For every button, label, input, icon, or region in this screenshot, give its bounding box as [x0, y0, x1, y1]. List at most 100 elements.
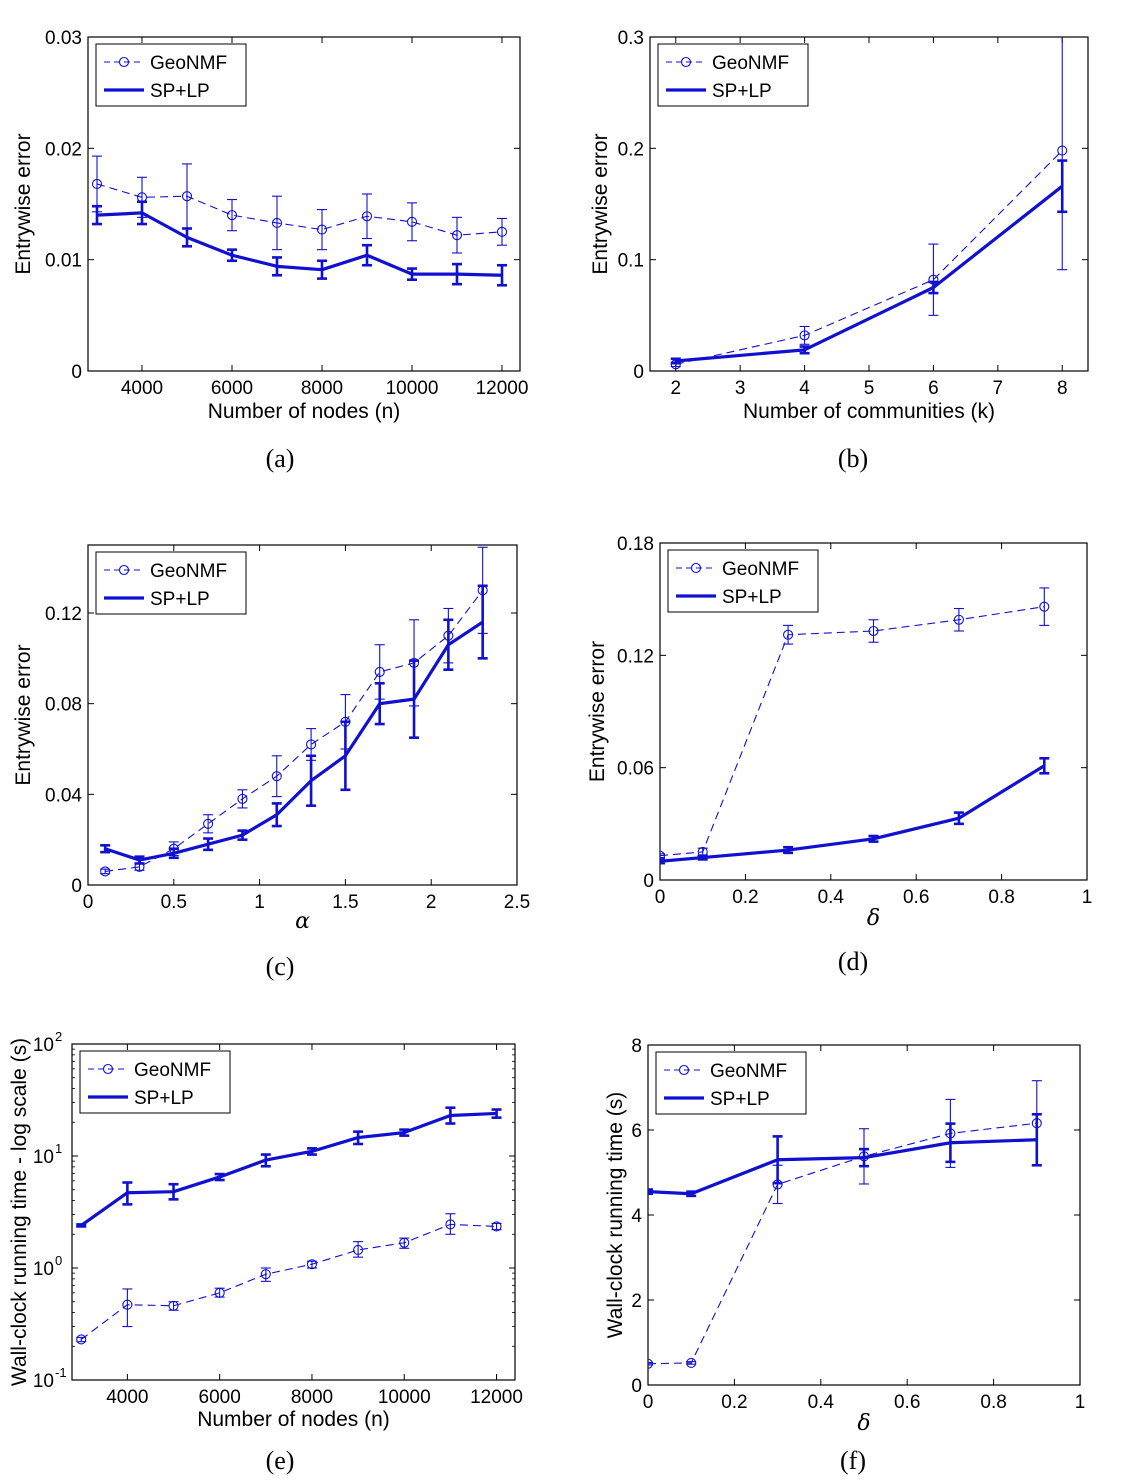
geonmf-point	[306, 1259, 318, 1270]
sp-lp-line	[675, 184, 1064, 363]
legend-geonmf-label: GeoNMF	[712, 53, 789, 74]
x-tick-label: 1	[254, 892, 265, 913]
legend-box	[95, 43, 247, 107]
legend-geonmf-label: GeoNMF	[134, 1060, 211, 1081]
x-tick-label: 12000	[470, 1387, 523, 1408]
x-tick-label: 1	[1082, 887, 1093, 908]
series-layer	[91, 155, 508, 287]
geonmf-line	[80, 1223, 497, 1340]
legend-box	[667, 549, 819, 613]
plot-frame	[87, 544, 518, 886]
y-axis-label: Wall-clock running time (s)	[604, 1092, 627, 1339]
sp-lp-line	[80, 1111, 497, 1227]
geonmf-point	[648, 1358, 654, 1369]
geonmf-line	[96, 183, 503, 236]
y-tick-label: 0	[71, 876, 82, 897]
y-tick-exponent: -1	[55, 1365, 67, 1380]
legend-sp-lp-label: SP+LP	[134, 1088, 194, 1109]
y-tick-label: 10	[33, 1147, 54, 1168]
geonmf-point	[1057, 145, 1068, 156]
x-tick-label: 0	[655, 887, 666, 908]
y-tick-label: 0.3	[618, 28, 644, 49]
x-tick-label: 10000	[378, 1387, 431, 1408]
plot-frame	[659, 542, 1088, 881]
geonmf-line	[648, 1122, 1037, 1365]
y-tick-label: 0.06	[617, 759, 654, 780]
panel-caption: (f)	[840, 1446, 866, 1475]
y-tick-label: 0.12	[617, 646, 654, 667]
series-layer	[76, 1106, 502, 1345]
sp-lp-line	[648, 1138, 1037, 1196]
y-tick-label: 0.03	[45, 28, 82, 49]
x-tick-label: 0.4	[818, 887, 845, 908]
y-tick-label: 0.1	[618, 251, 644, 272]
sp-lp-line	[104, 620, 484, 862]
y-axis-label: Entrywise error	[589, 133, 612, 274]
panel-c: 0 0.5 1 1.5 2 2.5 0 0.04 0.08 0.12 α Entrywise erro…	[12, 544, 530, 981]
legend-geonmf-marker	[118, 564, 130, 576]
panel-d: 0 0.2 0.4 0.6 0.8 1 0 0.06 0.12 0.18 δ Entrywise er…	[586, 534, 1092, 976]
geonmf-point	[1039, 601, 1050, 612]
y-tick-label: 0	[643, 871, 654, 892]
geonmf-point	[271, 217, 283, 228]
series-layer	[648, 1080, 1042, 1369]
x-axis-label: α	[295, 909, 310, 934]
x-tick-label: 0.2	[732, 887, 758, 908]
series-layer	[100, 546, 488, 877]
panel-caption: (e)	[266, 1446, 295, 1475]
legend-geonmf-marker	[102, 1063, 114, 1075]
legend-geonmf-label: GeoNMF	[722, 559, 799, 580]
y-tick-label: 0	[631, 1376, 642, 1397]
y-tick-label: 0.2	[618, 139, 644, 160]
legend-geonmf-label: GeoNMF	[150, 561, 227, 582]
legend-sp-lp-label: SP+LP	[710, 1089, 770, 1110]
x-axis-label: Number of nodes (n)	[208, 400, 401, 423]
geonmf-point	[100, 866, 111, 877]
geonmf-point	[686, 1357, 697, 1368]
y-tick-label: 0.02	[45, 139, 82, 160]
panel-f: 0 0.2 0.4 0.6 0.8 1 0 2 4 6 8 δ Wall-clock running t…	[604, 1036, 1085, 1475]
geonmf-point	[660, 850, 666, 861]
x-tick-label: 2.5	[504, 892, 530, 913]
geonmf-point	[491, 1221, 502, 1232]
x-tick-label: 5	[864, 378, 875, 399]
series-layer	[660, 587, 1050, 865]
x-tick-label: 4	[799, 378, 810, 399]
geonmf-point	[783, 629, 794, 640]
x-tick-label: 6000	[199, 1387, 241, 1408]
y-tick-label: 0.18	[617, 534, 654, 555]
x-tick-label: 3	[735, 378, 746, 399]
x-tick-label: 6000	[211, 378, 253, 399]
series-layer	[670, 37, 1068, 370]
y-tick-label: 2	[631, 1291, 642, 1312]
geonmf-point	[306, 739, 317, 750]
x-tick-label: 8000	[291, 1387, 333, 1408]
y-axis-label: Entrywise error	[12, 133, 35, 274]
legend-sp-lp-label: SP+LP	[150, 81, 210, 102]
y-tick-label: 10	[33, 1371, 54, 1392]
y-tick-label: 6	[631, 1121, 642, 1142]
y-tick-label: 0.08	[45, 695, 82, 716]
x-tick-label: 2	[426, 892, 437, 913]
x-tick-label: 8	[1057, 378, 1068, 399]
geonmf-point	[168, 1300, 179, 1311]
geonmf-point	[374, 666, 385, 677]
x-tick-label: 8000	[301, 378, 343, 399]
y-tick-label: 10	[33, 1259, 54, 1280]
y-tick-exponent: 1	[55, 1141, 62, 1156]
legend-sp-lp-label: SP+LP	[712, 81, 772, 102]
plot-frame	[87, 36, 521, 372]
geonmf-point	[361, 211, 373, 222]
legend-geonmf-marker	[680, 56, 692, 68]
geonmf-point	[226, 210, 238, 221]
geonmf-line	[675, 150, 1063, 365]
geonmf-point	[445, 1219, 456, 1230]
y-tick-exponent: 0	[55, 1253, 62, 1268]
geonmf-point	[953, 614, 964, 625]
x-tick-label: 2	[670, 378, 681, 399]
y-tick-label: 8	[631, 1036, 642, 1057]
x-tick-label: 0.5	[161, 892, 187, 913]
geonmf-point	[203, 818, 214, 829]
x-tick-label: 0.8	[988, 887, 1014, 908]
